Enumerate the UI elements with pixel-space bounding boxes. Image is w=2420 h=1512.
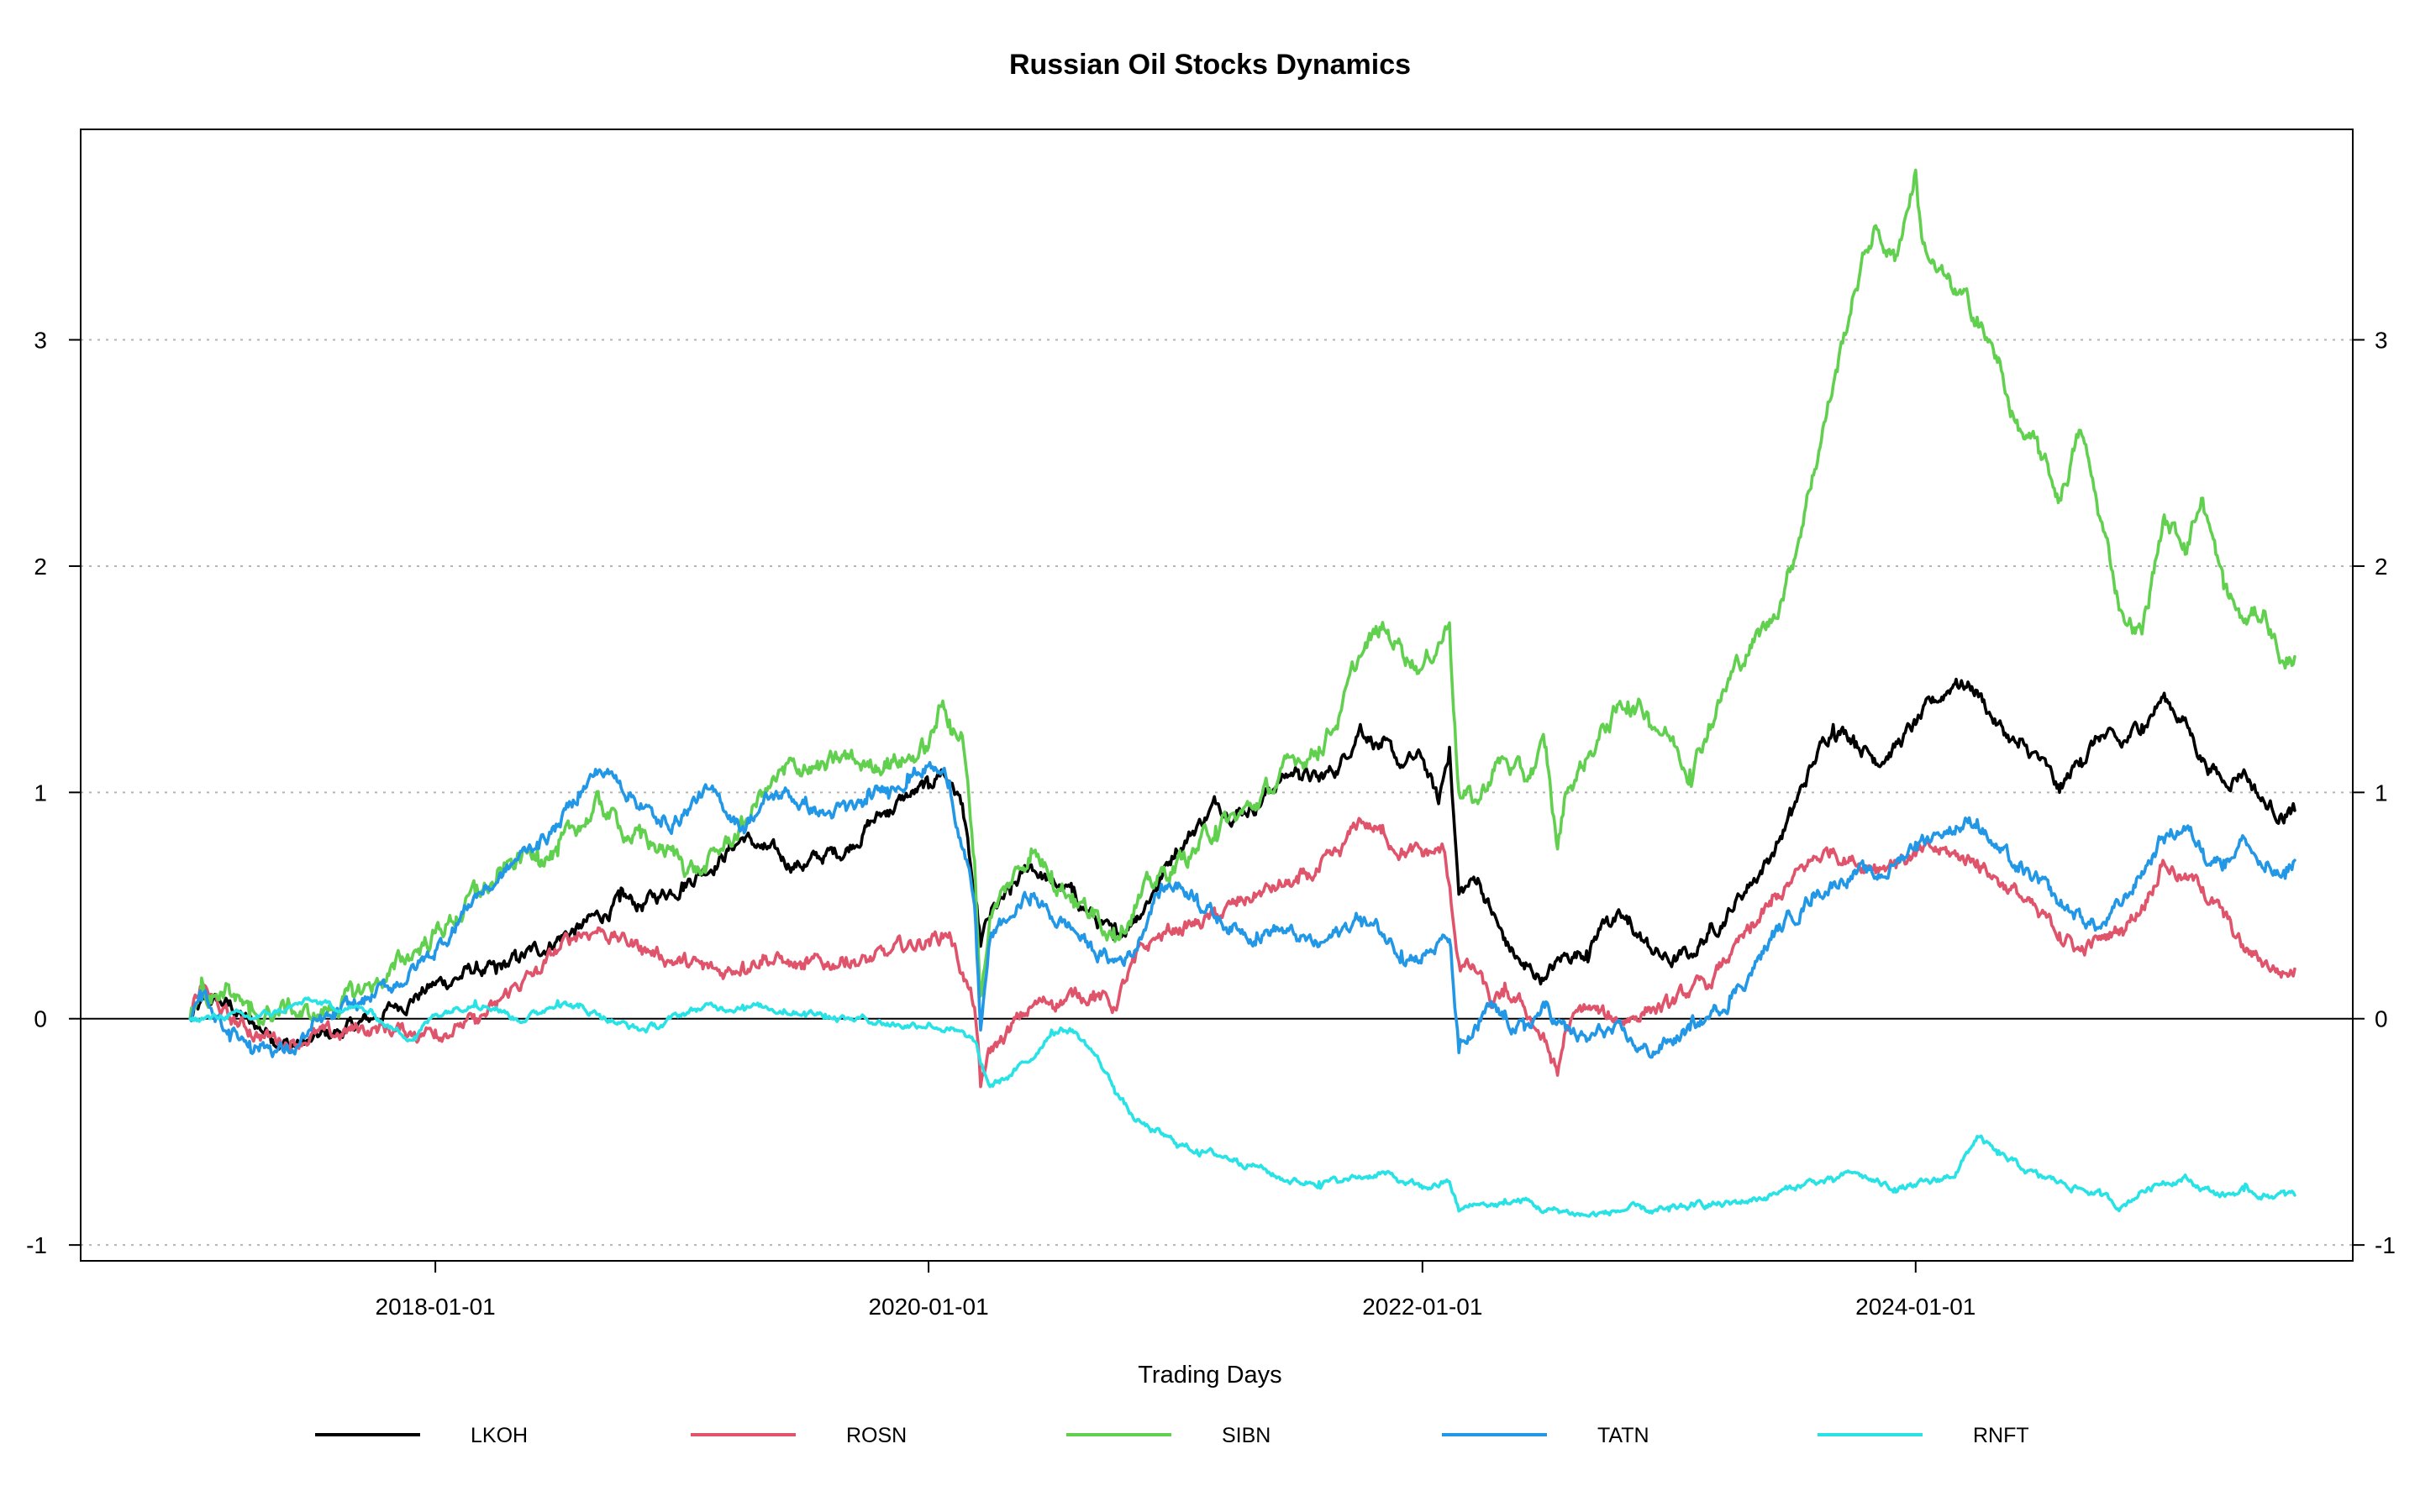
x-tick-label: 2020-01-01 — [868, 1294, 988, 1320]
series-line-rnft — [188, 996, 2296, 1218]
y-tick-label-right: -1 — [2375, 1232, 2396, 1258]
legend-label-sibn: SIBN — [1222, 1424, 1270, 1447]
series-line-sibn — [188, 168, 2296, 1026]
y-tick-label: 0 — [34, 1006, 47, 1032]
plot-frame — [80, 129, 2354, 1262]
series-lines — [188, 168, 2296, 1218]
legend: LKOH ROSN SIBN TATN RNFT — [315, 1424, 2029, 1447]
y-tick-label-right: 2 — [2375, 554, 2388, 580]
series-line-rosn — [188, 816, 2296, 1089]
x-tick-label: 2018-01-01 — [376, 1294, 496, 1320]
legend-label-lkoh: LKOH — [471, 1424, 528, 1447]
y-tick-label: -1 — [26, 1232, 47, 1258]
y-tick-label: 1 — [34, 780, 47, 806]
chart-title: Russian Oil Stocks Dynamics — [1009, 49, 1411, 81]
y-tick-label-right: 0 — [2375, 1006, 2388, 1032]
series-line-lkoh — [188, 677, 2296, 1051]
y-axis-right: -1 0 1 2 3 — [2353, 328, 2396, 1258]
legend-label-tatn: TATN — [1597, 1424, 1649, 1447]
y-tick-label-right: 3 — [2375, 328, 2388, 354]
y-axis-left: -1 0 1 2 3 — [26, 328, 81, 1258]
legend-label-rosn: ROSN — [846, 1424, 907, 1447]
legend-label-rnft: RNFT — [1973, 1424, 2029, 1447]
x-axis-label: Trading Days — [1138, 1362, 1281, 1389]
y-tick-label: 3 — [34, 328, 47, 354]
x-tick-label: 2024-01-01 — [1855, 1294, 1975, 1320]
y-tick-label: 2 — [34, 554, 47, 580]
x-tick-label: 2022-01-01 — [1362, 1294, 1482, 1320]
gridlines — [81, 339, 2353, 1247]
y-tick-label-right: 1 — [2375, 780, 2388, 806]
x-axis: 2018-01-01 2020-01-01 2022-01-01 2024-01-01 — [376, 1261, 1975, 1320]
series-line-tatn — [188, 760, 2296, 1059]
